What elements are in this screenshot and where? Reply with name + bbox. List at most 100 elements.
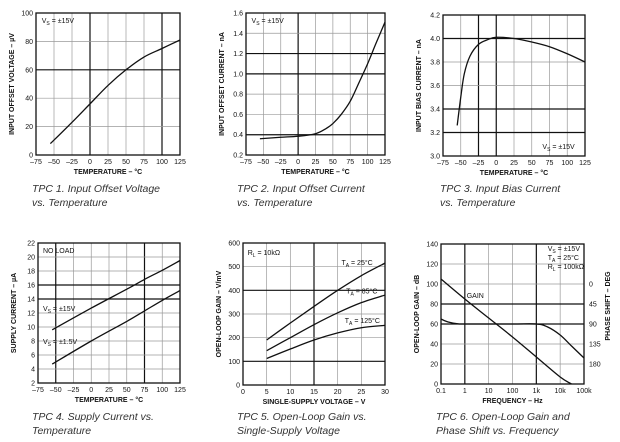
y-tick-label: 200: [228, 335, 240, 342]
x-tick-label: 100: [507, 388, 519, 395]
y-tick-label: 0.2: [233, 153, 243, 160]
x-tick-label: 100: [156, 387, 168, 394]
plot-frame: [35, 12, 181, 156]
y-tick-label: 4: [31, 367, 35, 374]
y-tick-label: 400: [228, 288, 240, 295]
y2-axis-label: PHASE SHIFT – DEG: [605, 271, 612, 341]
y2-tick-label: 45: [589, 302, 597, 309]
caption-line: vs. Temperature: [32, 197, 108, 209]
x-tick-label: 100: [362, 159, 374, 166]
y-tick-label: 3.2: [430, 130, 440, 137]
caption-line: Single-Supply Voltage: [237, 425, 340, 437]
x-axis-label: FREQUENCY – Hz: [482, 398, 543, 405]
y-tick-label: 4.0: [430, 36, 440, 43]
y-tick-label: 40: [430, 342, 438, 349]
x-tick-label: 25: [312, 159, 320, 166]
chart-tpc4: –75 –50 –25 0 25 50 75 100 125 2 4 6 8 10 12 14 16 18 20 22…: [11, 241, 186, 405]
chart-tpc2: –75 –50 –25 0 25 50 75 100 125 0.2 0.4 0.6 0.8 1.0 1.2…: [219, 11, 391, 177]
x-tick-label: 125: [174, 387, 186, 394]
y-axis-label: SUPPLY CURRENT – µA: [11, 273, 18, 353]
caption-tpc6: TPC 6. Open-Loop Gain and Phase Shift vs…: [436, 410, 570, 438]
x-tick-label: –25: [68, 387, 80, 394]
x-tick-label: –50: [258, 159, 270, 166]
y-tick-label: 4.2: [430, 13, 440, 20]
series-line-vs-1-5v: [51, 290, 181, 365]
x-tick-label: –50: [48, 159, 60, 166]
y-axis-label: INPUT OFFSET CURRENT – nA: [219, 32, 226, 136]
x-tick-label: –75: [30, 159, 42, 166]
x-axis-label: TEMPERATURE – °C: [75, 396, 143, 404]
x-tick-label: 50: [528, 160, 536, 167]
caption-line: TPC 2. Input Offset Current: [237, 183, 365, 195]
x-tick-label: 75: [346, 159, 354, 166]
x-tick-label: 25: [104, 159, 112, 166]
y-tick-label: 12: [27, 311, 35, 318]
caption-tpc3: TPC 3. Input Bias Current vs. Temperatur…: [440, 182, 560, 210]
x-tick-label: –50: [50, 387, 62, 394]
y-axis-label: INPUT BIAS CURRENT – nA: [416, 39, 423, 132]
grid: [246, 13, 385, 155]
x-tick-label: 0.1: [436, 388, 446, 395]
y-tick-label: 1.2: [233, 51, 243, 58]
annotation: TA = 125°C: [345, 317, 380, 327]
x-tick-label: 75: [546, 160, 554, 167]
y-tick-label: 0.8: [233, 92, 243, 99]
grid: [243, 243, 385, 385]
annotation: TA = 25°C: [341, 259, 372, 269]
x-tick-label: –25: [275, 159, 287, 166]
annotation: NO LOAD: [43, 248, 75, 255]
y-axis-label: INPUT OFFSET VOLTAGE – µV: [9, 33, 16, 135]
caption-line: TPC 3. Input Bias Current: [440, 183, 561, 195]
caption-line: Phase Shift vs. Frequency: [436, 425, 559, 437]
y-tick-label: 0.6: [233, 112, 243, 119]
annotation: RL = 100kΩ: [548, 264, 584, 273]
series-line-gain: [440, 278, 572, 385]
y-tick-label: 60: [430, 322, 438, 329]
y-tick-label: 3.8: [430, 60, 440, 67]
y-tick-label: 100: [21, 11, 33, 18]
series-line-phase: [440, 318, 585, 359]
y-tick-label: 60: [25, 67, 33, 74]
x-tick-label: 0: [241, 389, 245, 396]
x-tick-label: 125: [579, 160, 591, 167]
y-tick-label: 14: [27, 297, 35, 304]
y-tick-label: 120: [426, 262, 438, 269]
chart-tpc3: –75 –50 –25 0 25 50 75 100 125 3.0 3.2 3.4 3.6 3.8 4.0…: [416, 13, 591, 178]
y-tick-label: 3.0: [430, 154, 440, 161]
annotation: TA = 25°C: [548, 254, 579, 264]
x-tick-label: –50: [455, 160, 467, 167]
y-tick-label: 3.6: [430, 83, 440, 90]
x-tick-label: 10: [286, 389, 294, 396]
series-line-ta-85-c: [266, 294, 386, 352]
y-tick-label: 20: [27, 255, 35, 262]
x-tick-label: 20: [334, 389, 342, 396]
y-tick-label: 20: [430, 362, 438, 369]
x-tick-label: 50: [329, 159, 337, 166]
x-tick-label: 1: [463, 388, 467, 395]
y-tick-label: 40: [25, 96, 33, 103]
x-tick-label: 0: [494, 160, 498, 167]
x-tick-label: 100: [156, 159, 168, 166]
annotation: VS = ±15V: [252, 18, 285, 27]
caption-line: vs. Temperature: [237, 197, 313, 209]
annotation: VS = ±15V: [42, 18, 75, 27]
series-line-ta-125-c: [266, 324, 386, 360]
x-tick-label: 25: [510, 160, 518, 167]
chart-tpc1: –75 –50 –25 0 25 50 75 100 125 0 20 40 60 80 100 TEMPER…: [9, 11, 186, 177]
x-tick-label: 100: [561, 160, 573, 167]
y-tick-label: 1.4: [233, 31, 243, 38]
x-tick-label: 0: [88, 159, 92, 166]
x-tick-label: –75: [32, 387, 44, 394]
y-tick-label: 2: [31, 381, 35, 388]
x-tick-label: 0: [296, 159, 300, 166]
caption-tpc1: TPC 1. Input Offset Voltage vs. Temperat…: [32, 182, 160, 210]
y-tick-label: 500: [228, 264, 240, 271]
x-tick-label: 100k: [576, 388, 592, 395]
plot-frame: [245, 12, 386, 156]
y-tick-label: 0: [236, 383, 240, 390]
y-tick-label: 600: [228, 241, 240, 248]
y2-tick-label: 0: [589, 282, 593, 289]
x-tick-label: –75: [240, 159, 252, 166]
plot-frame: [37, 242, 181, 384]
y-tick-label: 1.6: [233, 11, 243, 18]
